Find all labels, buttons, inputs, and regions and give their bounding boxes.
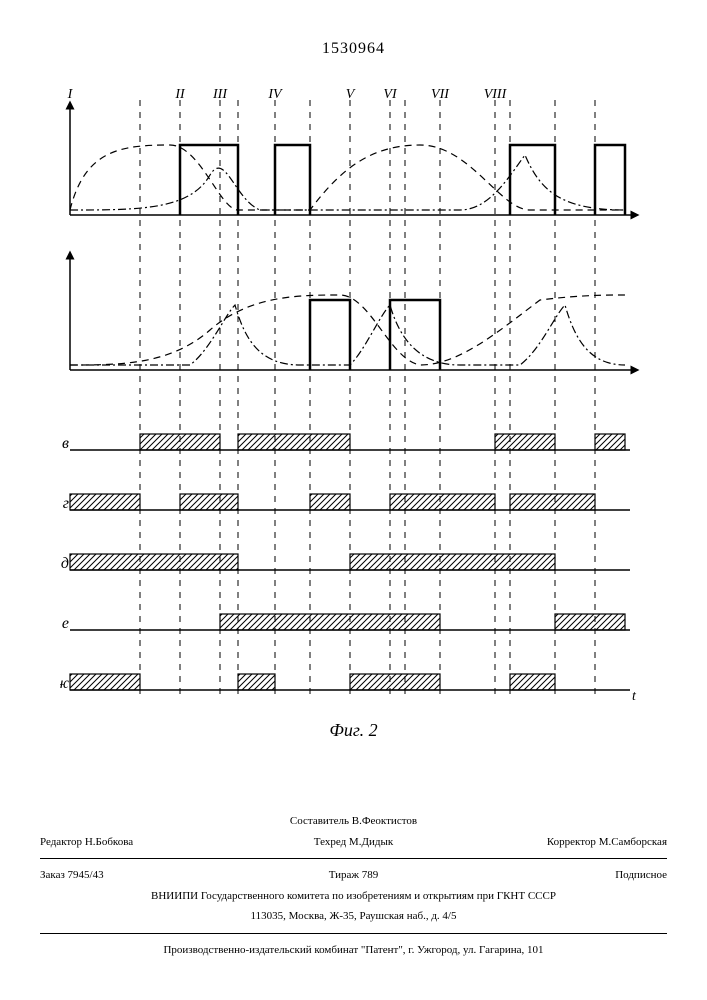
svg-text:д: д — [61, 555, 69, 572]
doc-number: 1530964 — [0, 40, 707, 58]
svg-text:VI: VI — [383, 87, 398, 102]
svg-text:t: t — [632, 689, 637, 704]
svg-text:VIII: VIII — [484, 87, 508, 102]
circulation: Тираж 789 — [249, 867, 458, 884]
svg-text:V: V — [346, 87, 356, 102]
svg-text:I: I — [67, 87, 74, 102]
compiler-line: Составитель В.Феоктистов — [40, 811, 667, 832]
order-number: Заказ 7945/43 — [40, 867, 249, 884]
editor: Редактор Н.Бобкова — [40, 834, 249, 851]
svg-text:IV: IV — [267, 87, 283, 102]
svg-text:в: в — [62, 435, 69, 452]
timing-diagram: IIIIIIIVVVIVIIVIIIабвгдежt — [60, 80, 640, 720]
corrector-name: М.Самборская — [599, 836, 667, 848]
org-line-2: 113035, Москва, Ж-35, Раушская наб., д. … — [40, 906, 667, 927]
figure-label: Фиг. 2 — [0, 720, 707, 741]
publisher-line: Производственно-издательский комбинат "П… — [40, 940, 667, 961]
techred-label: Техред — [314, 836, 346, 848]
svg-text:ж: ж — [60, 675, 69, 692]
org-line-1: ВНИИПИ Государственного комитета по изоб… — [40, 886, 667, 907]
editor-name: Н.Бобкова — [85, 836, 133, 848]
svg-text:VII: VII — [431, 87, 450, 102]
techred: Техред М.Дидык — [249, 834, 458, 851]
corrector: Корректор М.Самборская — [458, 834, 667, 851]
svg-text:III: III — [212, 87, 228, 102]
techred-name: М.Дидык — [349, 836, 393, 848]
subscription: Подписное — [458, 867, 667, 884]
svg-text:е: е — [62, 615, 69, 632]
editor-label: Редактор — [40, 836, 82, 848]
footer-block: Составитель В.Феоктистов Редактор Н.Бобк… — [40, 811, 667, 960]
svg-text:II: II — [174, 87, 186, 102]
svg-text:г: г — [63, 495, 69, 512]
corrector-label: Корректор — [547, 836, 596, 848]
